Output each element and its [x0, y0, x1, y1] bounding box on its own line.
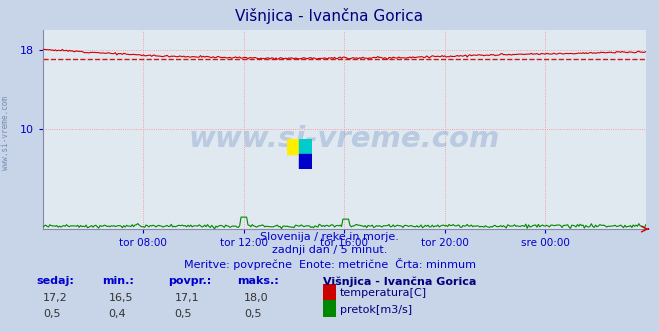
Text: 18,0: 18,0	[244, 293, 268, 303]
Text: povpr.:: povpr.:	[168, 276, 212, 286]
Text: zadnji dan / 5 minut.: zadnji dan / 5 minut.	[272, 245, 387, 255]
Text: 0,5: 0,5	[244, 309, 262, 319]
Text: 0,4: 0,4	[109, 309, 127, 319]
Text: pretok[m3/s]: pretok[m3/s]	[340, 305, 412, 315]
Text: temperatura[C]: temperatura[C]	[340, 288, 427, 298]
Bar	[299, 139, 312, 154]
Text: sedaj:: sedaj:	[36, 276, 74, 286]
Text: www.si-vreme.com: www.si-vreme.com	[188, 125, 500, 153]
Text: min.:: min.:	[102, 276, 134, 286]
Text: 17,1: 17,1	[175, 293, 199, 303]
Text: www.si-vreme.com: www.si-vreme.com	[1, 96, 10, 170]
Text: Slovenija / reke in morje.: Slovenija / reke in morje.	[260, 232, 399, 242]
Text: 0,5: 0,5	[43, 309, 61, 319]
Text: 17,2: 17,2	[43, 293, 68, 303]
Text: 16,5: 16,5	[109, 293, 133, 303]
Bar	[299, 154, 312, 169]
Text: Višnjica - Ivančna Gorica: Višnjica - Ivančna Gorica	[323, 276, 476, 287]
Text: maks.:: maks.:	[237, 276, 279, 286]
Text: 0,5: 0,5	[175, 309, 192, 319]
Text: Višnjica - Ivančna Gorica: Višnjica - Ivančna Gorica	[235, 8, 424, 24]
Text: Meritve: povprečne  Enote: metrične  Črta: minmum: Meritve: povprečne Enote: metrične Črta:…	[183, 258, 476, 270]
Bar	[287, 139, 299, 154]
